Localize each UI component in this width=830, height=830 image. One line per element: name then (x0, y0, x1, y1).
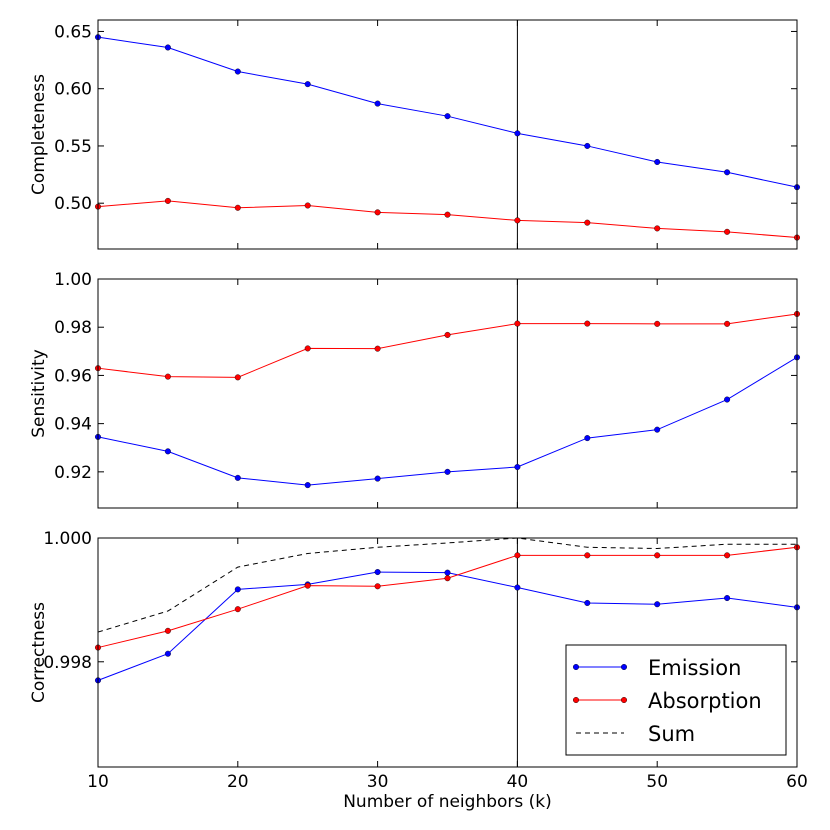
axes-frame (97, 537, 798, 768)
x-tick-label: 10 (87, 772, 109, 792)
data-point-absorption (374, 583, 381, 590)
data-point-emission (164, 44, 171, 51)
data-point-emission (584, 142, 591, 149)
y-tick-label: 0.96 (54, 366, 92, 386)
data-point-emission (234, 68, 241, 75)
data-point-absorption (234, 374, 241, 381)
data-point-absorption (654, 225, 661, 232)
legend-marker (573, 697, 580, 704)
y-tick-label: 1.00 (54, 270, 92, 290)
data-point-absorption (584, 320, 591, 327)
data-point-emission (724, 169, 731, 176)
data-point-absorption (304, 202, 311, 209)
y-tick-label: 0.98 (54, 318, 92, 338)
data-point-emission (234, 474, 241, 481)
data-point-emission (654, 601, 661, 608)
data-point-absorption (164, 197, 171, 204)
y-tick-label: 0.60 (54, 80, 92, 100)
legend-label-absorption: Absorption (648, 689, 762, 713)
data-point-emission (724, 396, 731, 403)
data-point-absorption (514, 552, 521, 559)
data-point-absorption (164, 373, 171, 380)
data-point-absorption (514, 217, 521, 224)
y-axis-label: Completeness (29, 74, 49, 195)
data-point-absorption (374, 209, 381, 216)
data-point-emission (654, 426, 661, 433)
data-point-emission (654, 158, 661, 165)
data-point-absorption (724, 552, 731, 559)
data-point-emission (304, 81, 311, 88)
x-tick-label: 40 (507, 772, 529, 792)
data-point-absorption (654, 552, 661, 559)
y-tick-label: 0.55 (54, 137, 92, 157)
data-point-emission (584, 435, 591, 442)
y-tick-label: 0.50 (54, 194, 92, 214)
data-point-absorption (234, 204, 241, 211)
legend-label-emission: Emission (648, 656, 741, 680)
data-point-absorption (234, 606, 241, 613)
data-point-absorption (444, 575, 451, 582)
data-point-emission (514, 464, 521, 471)
data-point-absorption (514, 320, 521, 327)
data-point-emission (724, 595, 731, 602)
data-point-absorption (724, 320, 731, 327)
data-point-emission (304, 482, 311, 489)
bottom-panel: 0.998 1.000 10 20 30 40 50 60 Correctness Number … (29, 529, 808, 812)
data-point-emission (164, 650, 171, 657)
data-point-emission (374, 475, 381, 482)
data-point-absorption (304, 345, 311, 352)
legend: Emission Absorption Sum (565, 644, 787, 756)
data-point-absorption (374, 345, 381, 352)
data-point-absorption (304, 582, 311, 589)
x-tick-label: 60 (786, 772, 808, 792)
data-point-absorption (654, 320, 661, 327)
y-axis-label: Sensitivity (29, 349, 49, 438)
x-axis-label: Number of neighbors (k) (343, 792, 552, 812)
data-point-emission (374, 100, 381, 107)
data-point-absorption (584, 219, 591, 226)
data-point-absorption (444, 331, 451, 338)
legend-marker (621, 697, 628, 704)
data-point-emission (584, 599, 591, 606)
top-panel: 0.50 0.55 0.60 0.65 Completeness (29, 19, 801, 250)
data-point-emission (444, 113, 451, 120)
data-point-emission (514, 130, 521, 137)
y-tick-label: 1.000 (43, 529, 92, 549)
axes-frame (97, 278, 798, 509)
legend-marker (621, 664, 628, 671)
middle-panel: 0.92 0.94 0.96 0.98 1.00 Sensitivity (29, 270, 801, 509)
data-point-absorption (444, 211, 451, 218)
y-tick-label: 0.92 (54, 463, 92, 483)
panels: 0.50 0.55 0.60 0.65 Completeness 0.92 0.94 0.96… (29, 19, 808, 812)
y-tick-label: 0.998 (43, 653, 92, 673)
y-tick-label: 0.65 (54, 22, 92, 42)
legend-label-sum: Sum (648, 722, 695, 746)
data-point-absorption (164, 627, 171, 634)
legend-marker (573, 664, 580, 671)
y-tick-label: 0.94 (54, 415, 92, 435)
data-point-emission (374, 569, 381, 576)
x-tick-label: 50 (646, 772, 668, 792)
axes-frame (97, 19, 798, 250)
x-tick-label: 30 (367, 772, 389, 792)
x-tick-label: 20 (227, 772, 249, 792)
data-point-emission (444, 569, 451, 576)
data-point-emission (234, 586, 241, 593)
data-point-emission (514, 584, 521, 591)
data-point-emission (444, 468, 451, 475)
data-point-absorption (724, 228, 731, 235)
y-axis-label: Correctness (29, 602, 49, 703)
data-point-emission (164, 448, 171, 455)
series-line-sum (97, 537, 797, 633)
data-point-absorption (584, 552, 591, 559)
